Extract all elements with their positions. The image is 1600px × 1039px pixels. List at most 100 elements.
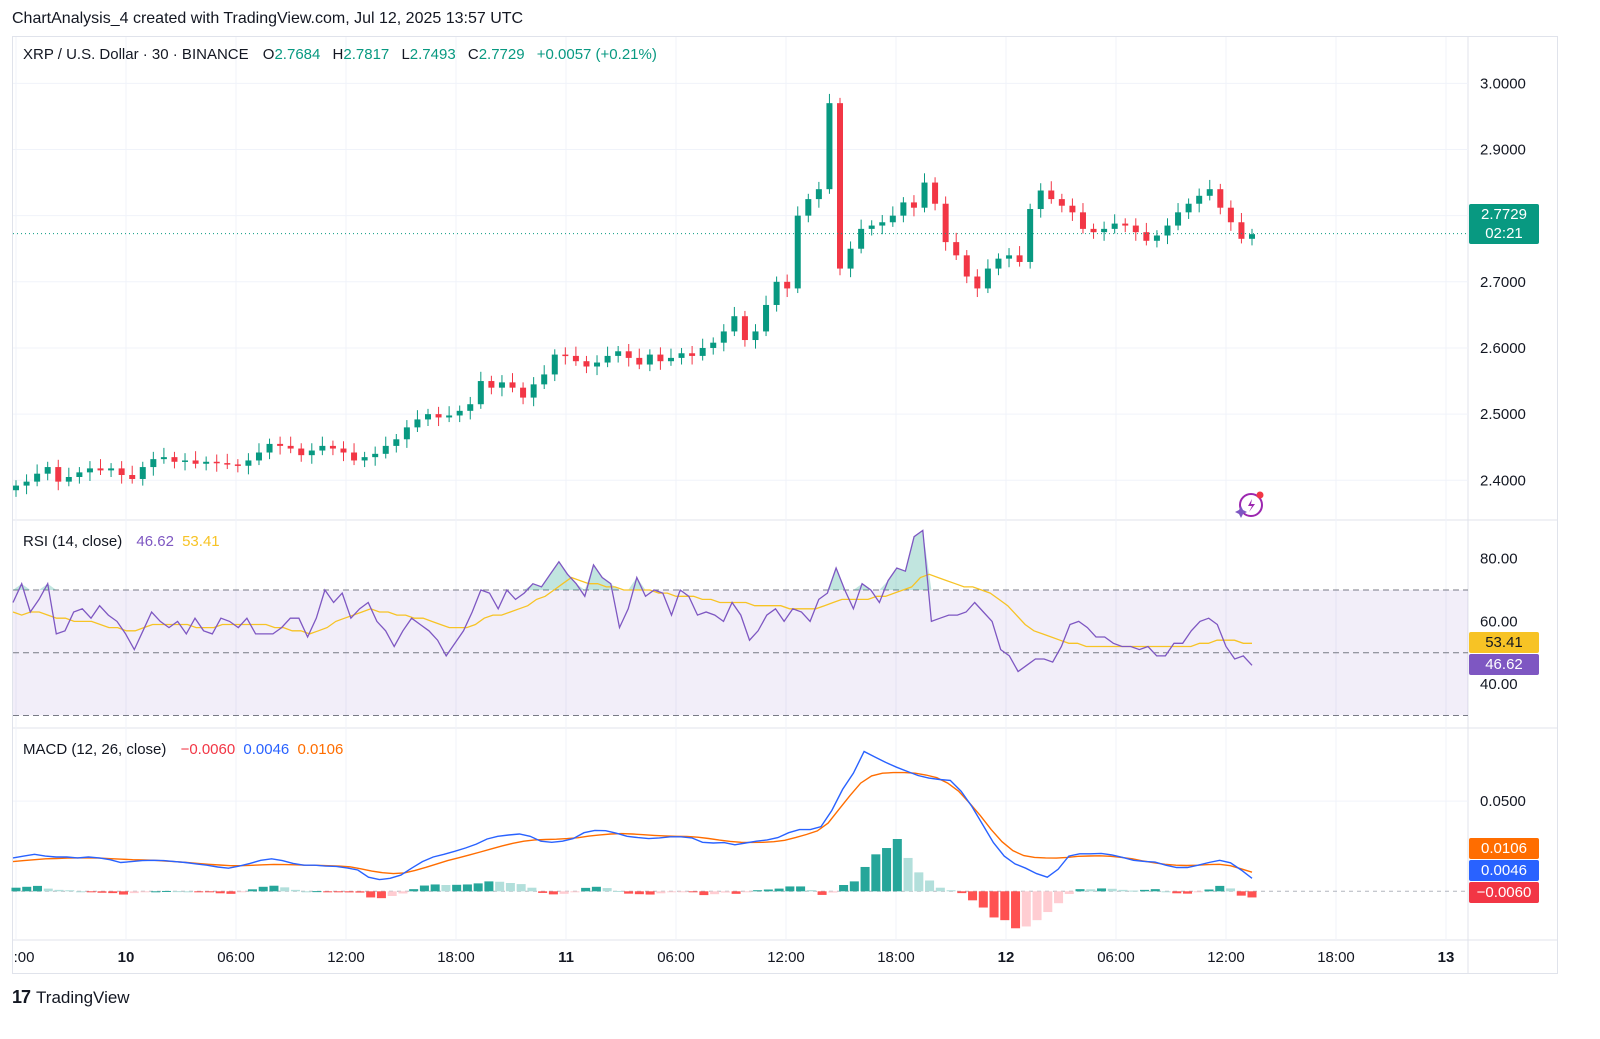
macd-histogram-bar bbox=[548, 891, 558, 895]
open-value: 2.7684 bbox=[274, 46, 321, 63]
macd-histogram-bar bbox=[226, 891, 236, 894]
bar-countdown: 02:21 bbox=[1485, 225, 1523, 242]
macd-signal-line bbox=[12, 771, 1253, 875]
macd-histogram-bar bbox=[1118, 889, 1128, 892]
candle-body bbox=[277, 443, 284, 446]
macd-histogram-bar bbox=[957, 891, 967, 894]
candle-body bbox=[203, 461, 210, 464]
macd-histogram-bar bbox=[183, 891, 193, 893]
macd-histogram-bar bbox=[882, 848, 892, 892]
candle-body bbox=[963, 255, 970, 277]
candle-body bbox=[224, 463, 231, 465]
macd-histogram-bar bbox=[344, 891, 354, 893]
macd-histogram-bar bbox=[129, 891, 139, 894]
time-tick-label: 12 bbox=[998, 949, 1015, 966]
macd-histogram-bar bbox=[194, 891, 204, 893]
macd-histogram-bar bbox=[280, 887, 290, 892]
macd-histogram-bar bbox=[140, 891, 150, 893]
macd-histogram-bar bbox=[570, 891, 580, 893]
candle-body bbox=[425, 414, 431, 420]
rsi-ma-tag: 53.41 bbox=[1469, 632, 1539, 653]
candle-body bbox=[1079, 212, 1086, 229]
macd-title[interactable]: MACD (12, 26, close) bbox=[23, 741, 167, 758]
rsi-tick-label: 40.00 bbox=[1480, 676, 1518, 693]
rsi-tag: 46.62 bbox=[1469, 654, 1539, 675]
candle-body bbox=[678, 353, 685, 358]
candle-body bbox=[213, 461, 220, 464]
candle-body bbox=[55, 467, 62, 482]
macd-hist-tag: −0.0060 bbox=[1469, 882, 1539, 903]
time-tick-label: 12:00 bbox=[767, 949, 805, 966]
candle-body bbox=[23, 481, 30, 486]
candle-body bbox=[1185, 203, 1192, 213]
macd-histogram-bar bbox=[839, 884, 849, 892]
candle-body bbox=[182, 460, 189, 462]
macd-histogram-bar bbox=[1225, 888, 1236, 892]
candle-body bbox=[900, 202, 907, 216]
candle-body bbox=[1153, 235, 1160, 241]
last-price-tag: 2.7729 02:21 bbox=[1469, 204, 1539, 244]
macd-histogram-bar bbox=[1000, 891, 1010, 921]
open-label: O bbox=[262, 46, 275, 63]
macd-histogram-bar bbox=[516, 884, 526, 892]
macd-histogram-bar bbox=[1011, 891, 1021, 929]
macd-histogram-bar bbox=[269, 885, 279, 892]
macd-histogram-bar bbox=[946, 890, 956, 892]
candle-body bbox=[910, 202, 917, 208]
rsi-overbought-fill bbox=[853, 583, 871, 590]
high-value: 2.7817 bbox=[343, 46, 390, 63]
macd-histogram-bar bbox=[1043, 891, 1053, 913]
macd-histogram-bar bbox=[1021, 891, 1031, 927]
candle-body bbox=[319, 445, 326, 451]
candle-body bbox=[889, 215, 896, 223]
low-label: L bbox=[401, 46, 410, 63]
tradingview-brand[interactable]: 17 TradingView bbox=[12, 987, 130, 1008]
candle-body bbox=[689, 353, 696, 356]
ai-assistant-button[interactable] bbox=[1233, 490, 1267, 520]
macd-histogram-bar bbox=[935, 887, 945, 892]
candle-body bbox=[837, 103, 843, 269]
symbol-name[interactable]: XRP / U.S. Dollar · 30 · BINANCE bbox=[23, 46, 249, 63]
candle-body bbox=[794, 215, 801, 289]
candle-body bbox=[604, 355, 611, 363]
chart-caption: ChartAnalysis_4 created with TradingView… bbox=[12, 10, 524, 27]
candle-body bbox=[1090, 228, 1097, 233]
candle-body bbox=[234, 464, 241, 466]
candle-body bbox=[1058, 199, 1065, 206]
macd-histogram-bar bbox=[785, 886, 795, 892]
macd-histogram-bar bbox=[667, 891, 677, 893]
macd-histogram-bar bbox=[484, 881, 494, 892]
candle-body bbox=[76, 472, 83, 477]
time-tick-label: 18:00 bbox=[437, 949, 475, 966]
candle-body bbox=[255, 452, 262, 461]
candle-body bbox=[520, 387, 527, 398]
candle-body bbox=[551, 354, 558, 375]
macd-histogram-bar bbox=[473, 883, 483, 892]
macd-histogram-bar bbox=[871, 854, 881, 892]
candle-body bbox=[1027, 209, 1034, 262]
rsi-title[interactable]: RSI (14, close) bbox=[23, 533, 123, 550]
candle-body bbox=[129, 475, 136, 479]
macd-histogram-bar bbox=[1075, 889, 1085, 892]
macd-histogram-bar bbox=[1204, 889, 1214, 892]
tradingview-logo-icon: 17 bbox=[12, 987, 31, 1007]
time-tick-label: 06:00 bbox=[1097, 949, 1135, 966]
macd-histogram-bar bbox=[1097, 888, 1107, 892]
candle-body bbox=[477, 381, 484, 405]
macd-histogram-bar bbox=[204, 891, 214, 893]
rsi-tick-label: 60.00 bbox=[1480, 613, 1518, 630]
candle-body bbox=[488, 381, 495, 388]
candle-body bbox=[414, 419, 421, 428]
macd-histogram-bar bbox=[634, 891, 644, 895]
macd-histogram-bar bbox=[366, 891, 376, 898]
macd-histogram-bar bbox=[108, 891, 118, 894]
candle-body bbox=[720, 331, 727, 343]
rsi-band-background bbox=[13, 590, 1468, 716]
macd-histogram-bar bbox=[860, 866, 870, 892]
candle-body bbox=[921, 182, 928, 208]
candle-body bbox=[773, 281, 780, 305]
candle-body bbox=[498, 382, 505, 388]
last-price-value: 2.7729 bbox=[1481, 206, 1527, 223]
candle-body bbox=[171, 457, 178, 462]
